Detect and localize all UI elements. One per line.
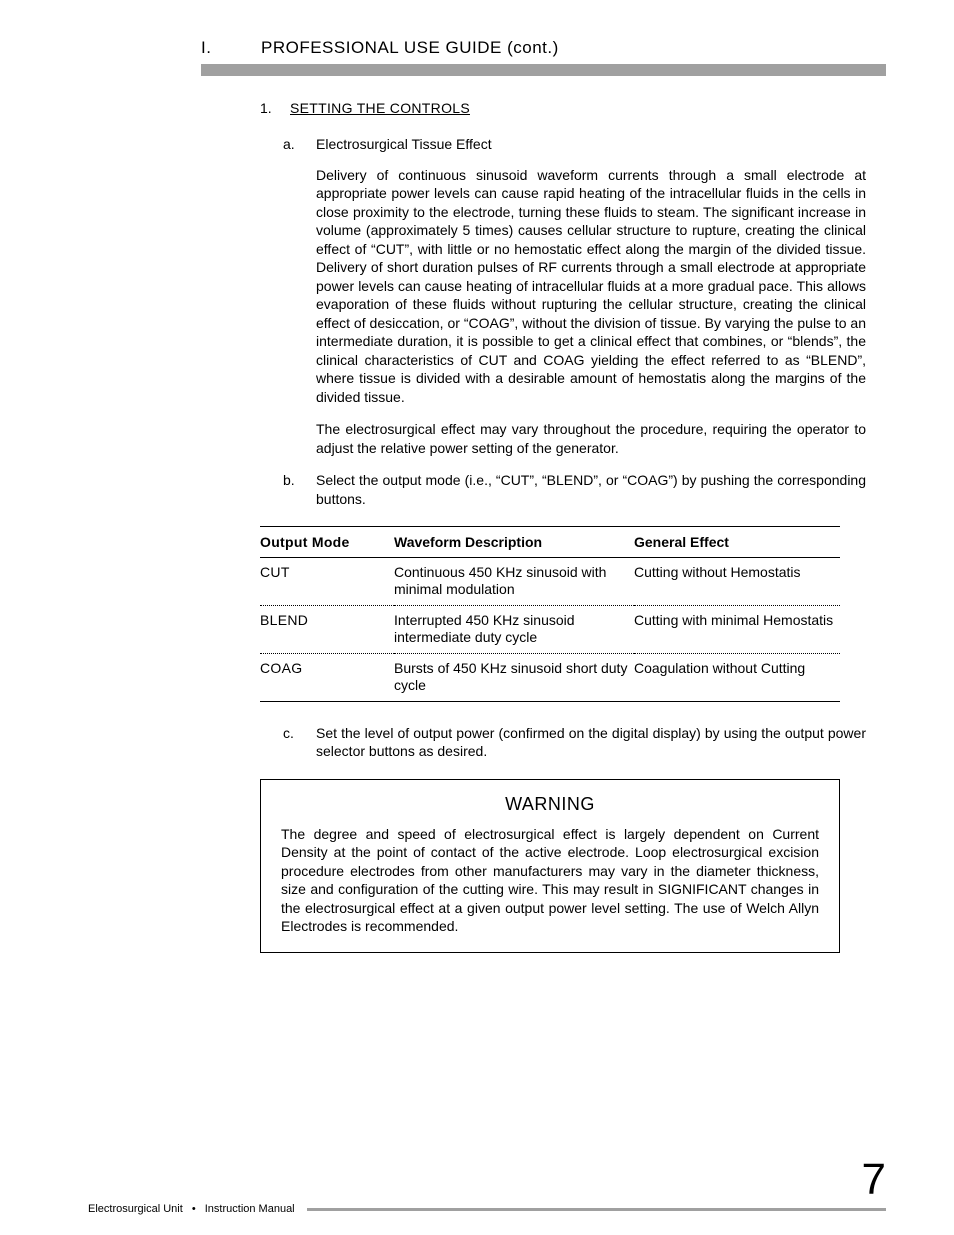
item-marker: a. [283, 136, 316, 152]
paragraph: Delivery of continuous sinusoid waveform… [316, 166, 866, 406]
table-cell: COAG [260, 653, 394, 701]
footer-rule [307, 1208, 886, 1211]
item-marker: b. [283, 471, 316, 508]
warning-box: WARNING The degree and speed of electros… [260, 779, 840, 953]
footer-text: Electrosurgical Unit • Instruction Manua… [88, 1203, 295, 1215]
section-rule [201, 64, 886, 76]
table-cell: Cutting with minimal Hemostatis [634, 605, 840, 653]
item-text: Set the level of output power (confirmed… [316, 724, 866, 761]
section-header: I. PROFESSIONAL USE GUIDE (cont.) [201, 38, 866, 58]
subsection-title: SETTING THE CONTROLS [290, 100, 470, 116]
item-text: Select the output mode (i.e., “CUT”, “BL… [316, 471, 866, 508]
footer-bullet: • [192, 1203, 196, 1215]
section-title: PROFESSIONAL USE GUIDE (cont.) [261, 38, 559, 58]
table-cell: Coagulation without Cutting [634, 653, 840, 701]
table-row: COAG Bursts of 450 KHz sinusoid short du… [260, 653, 840, 701]
table-header: Waveform Description [394, 526, 634, 557]
footer-left: Electrosurgical Unit [88, 1203, 183, 1215]
list-item-a: a. Electrosurgical Tissue Effect [283, 136, 866, 152]
table-row: BLEND Interrupted 450 KHz sinusoid inter… [260, 605, 840, 653]
table-header: General Effect [634, 526, 840, 557]
footer: Electrosurgical Unit • Instruction Manua… [88, 1203, 886, 1215]
subsection-header: 1. SETTING THE CONTROLS [260, 100, 866, 116]
footer-right: Instruction Manual [205, 1203, 295, 1215]
table-cell: Bursts of 450 KHz sinusoid short duty cy… [394, 653, 634, 701]
item-label: Electrosurgical Tissue Effect [316, 136, 492, 152]
warning-title: WARNING [281, 794, 819, 815]
table-cell: BLEND [260, 605, 394, 653]
page: I. PROFESSIONAL USE GUIDE (cont.) 1. SET… [0, 0, 954, 1235]
table-cell: Cutting without Hemostatis [634, 557, 840, 605]
subsection-number: 1. [260, 100, 290, 116]
list-item-c: c. Set the level of output power (confir… [283, 724, 866, 761]
paragraph: The electrosurgical effect may vary thro… [316, 420, 866, 457]
warning-text: The degree and speed of electrosurgical … [281, 825, 819, 936]
section-numeral: I. [201, 38, 261, 58]
table-row: CUT Continuous 450 KHz sinusoid with min… [260, 557, 840, 605]
table-header: Output Mode [260, 526, 394, 557]
page-number: 7 [862, 1155, 886, 1205]
output-mode-table: Output Mode Waveform Description General… [260, 526, 840, 702]
table-header-row: Output Mode Waveform Description General… [260, 526, 840, 557]
table-cell: Interrupted 450 KHz sinusoid intermediat… [394, 605, 634, 653]
table-cell: CUT [260, 557, 394, 605]
list-item-b: b. Select the output mode (i.e., “CUT”, … [283, 471, 866, 508]
table-cell: Continuous 450 KHz sinusoid with minimal… [394, 557, 634, 605]
item-marker: c. [283, 724, 316, 761]
